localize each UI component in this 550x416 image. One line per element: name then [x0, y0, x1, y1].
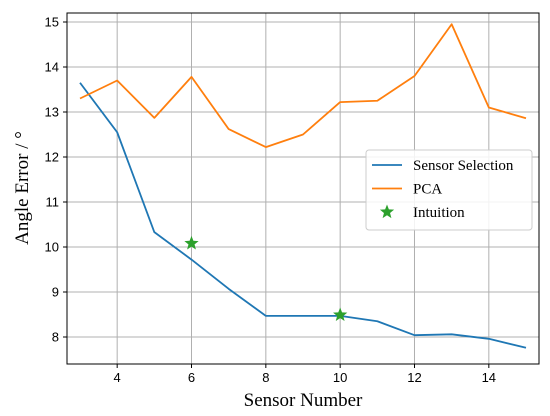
- plot-frame: [66, 12, 540, 365]
- x-tick-label: 10: [333, 370, 347, 385]
- pca-line: [79, 23, 527, 149]
- y-tick-label: 15: [45, 15, 59, 30]
- legend-label-sensor-selection: Sensor Selection: [413, 158, 514, 174]
- x-tick-label: 8: [262, 370, 269, 385]
- legend-label-pca: PCA: [413, 182, 442, 198]
- legend: Sensor Selection PCA Intuition: [365, 149, 533, 231]
- intuition-marker: [184, 235, 199, 250]
- plot-series: [79, 23, 527, 349]
- sensor-selection-line: [79, 82, 527, 349]
- y-tick-label: 14: [45, 60, 59, 75]
- y-tick-label: 9: [52, 285, 59, 300]
- x-tick-label: 6: [188, 370, 195, 385]
- x-axis-label: Sensor Number: [244, 390, 363, 411]
- intuition-marker: [333, 307, 348, 322]
- y-tick-label: 10: [45, 240, 59, 255]
- x-tick-label: 4: [114, 370, 121, 385]
- y-axis-label: Angle Error / °: [12, 131, 33, 245]
- legend-swatch-intuition: [379, 204, 395, 219]
- axis-ticks: 4 6 8 10 12 14 8 9 10 11 12 13 14 15: [45, 15, 497, 386]
- y-tick-label: 13: [45, 105, 59, 120]
- y-tick-label: 11: [46, 195, 60, 210]
- legend-frame: [365, 149, 533, 231]
- y-tick-label: 12: [45, 150, 59, 165]
- x-tick-label: 14: [482, 370, 496, 385]
- x-tick-label: 12: [407, 370, 421, 385]
- legend-label-intuition: Intuition: [413, 205, 465, 221]
- y-tick-label: 8: [52, 330, 59, 345]
